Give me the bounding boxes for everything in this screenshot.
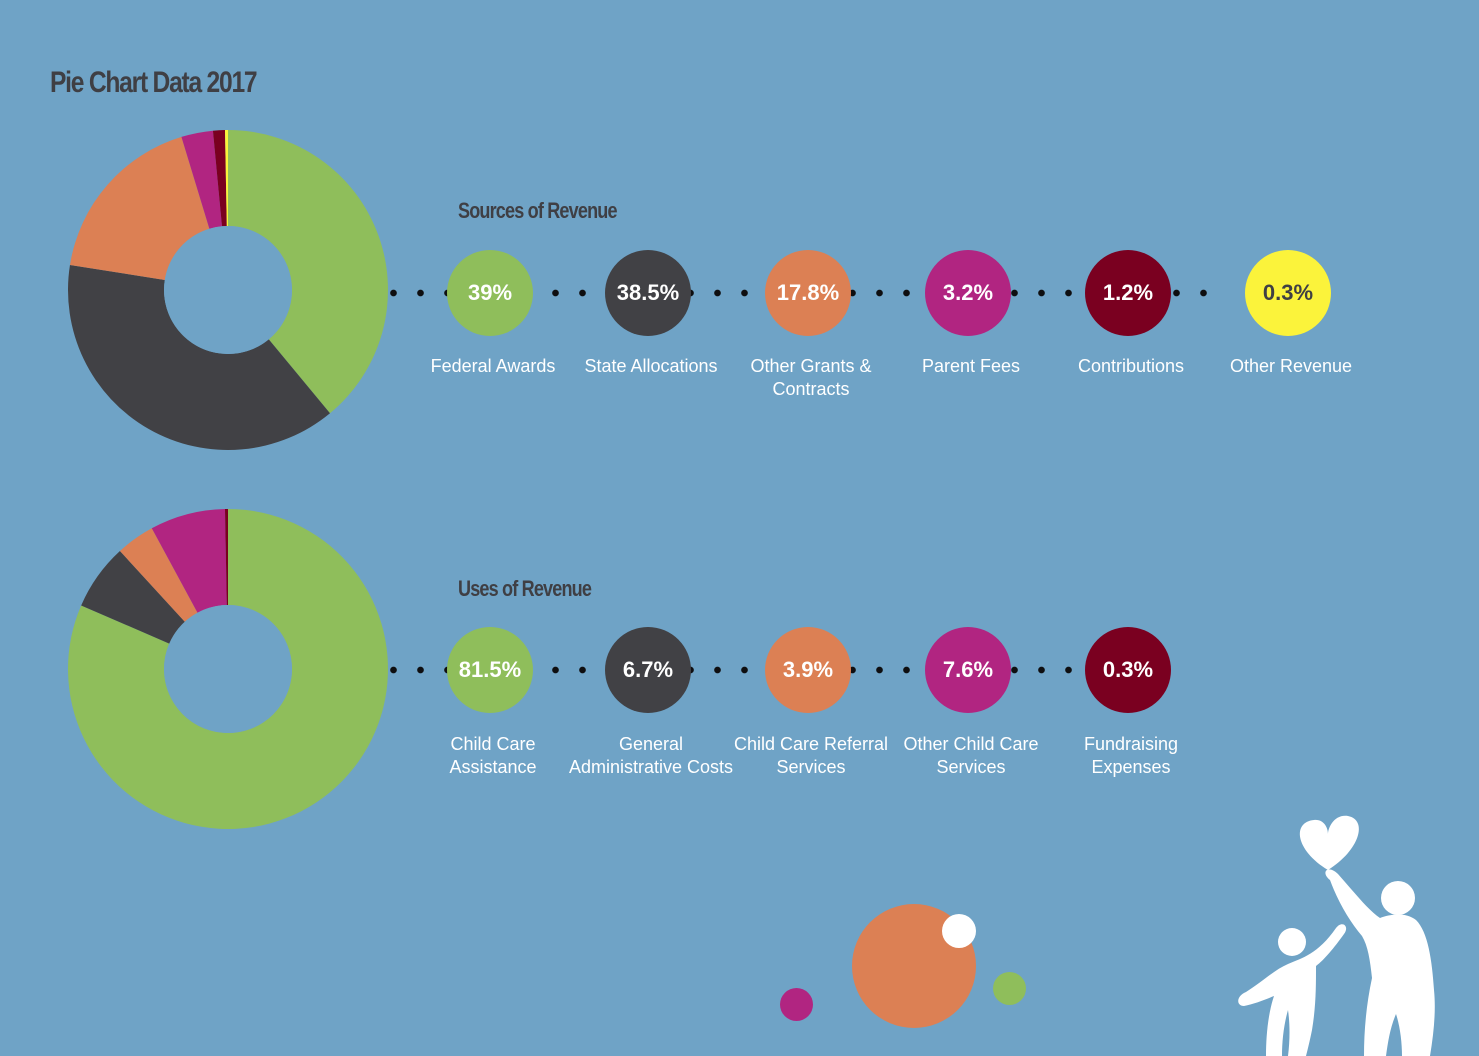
decor-circle-white — [942, 914, 976, 948]
value-bubble: 0.3% — [1245, 250, 1331, 336]
donut-hole — [164, 226, 292, 354]
value-bubble: 38.5% — [605, 250, 691, 336]
pie-slice-fundraising-expenses — [224, 509, 228, 606]
value-bubble: 7.6% — [925, 627, 1011, 713]
decor-circle-green — [993, 972, 1026, 1005]
value-bubble: 3.9% — [765, 627, 851, 713]
category-label: Other Revenue — [1229, 356, 1353, 376]
category-label: General Administrative Costs — [568, 734, 734, 777]
pie-slice-state-allocations — [67, 264, 330, 450]
donut-hole — [164, 605, 292, 733]
pie-slice-child-care-referral-services — [119, 528, 198, 622]
category-label: Contributions — [1077, 356, 1185, 376]
value-bubble: 81.5% — [447, 627, 533, 713]
pie-slice-federal-awards — [228, 130, 388, 414]
pie-slice-other-child-care-services — [151, 509, 227, 613]
value-bubble: 6.7% — [605, 627, 691, 713]
heart-icon — [1299, 815, 1359, 870]
pie-slice-child-care-assistance — [67, 509, 388, 829]
value-bubble: 17.8% — [765, 250, 851, 336]
uses-dotted-connector — [380, 665, 1080, 675]
category-label: Parent Fees — [921, 356, 1021, 376]
uses-title: Uses of Revenue — [458, 576, 592, 601]
pie-slice-other-revenue — [224, 130, 228, 227]
value-bubble: 1.2% — [1085, 250, 1171, 336]
category-label: Fundraising Expenses — [1083, 734, 1179, 777]
pie-slice-contributions — [212, 130, 227, 227]
page-title: Pie Chart Data 2017 — [50, 66, 258, 99]
pie-slice-other-grants-contracts — [69, 136, 210, 280]
uses-donut-chart — [67, 509, 388, 829]
sources-donut-chart — [67, 130, 388, 450]
pie-slice-parent-fees — [181, 130, 222, 229]
parent-child-icon — [1238, 869, 1435, 1056]
category-label: State Allocations — [584, 356, 718, 376]
sources-title: Sources of Revenue — [458, 198, 618, 223]
decor-circle-magenta — [780, 988, 813, 1021]
value-bubble: 39% — [447, 250, 533, 336]
category-label: Federal Awards — [430, 356, 556, 376]
category-label: Child Care Referral Services — [733, 734, 889, 777]
family-illustration — [1238, 815, 1435, 1056]
category-label: Other Child Care Services — [903, 734, 1039, 777]
category-label: Child Care Assistance — [449, 734, 537, 777]
pie-slice-general-administrative-costs — [81, 550, 185, 644]
category-label: Other Grants & Contracts — [750, 356, 872, 399]
value-bubble: 0.3% — [1085, 627, 1171, 713]
value-bubble: 3.2% — [925, 250, 1011, 336]
